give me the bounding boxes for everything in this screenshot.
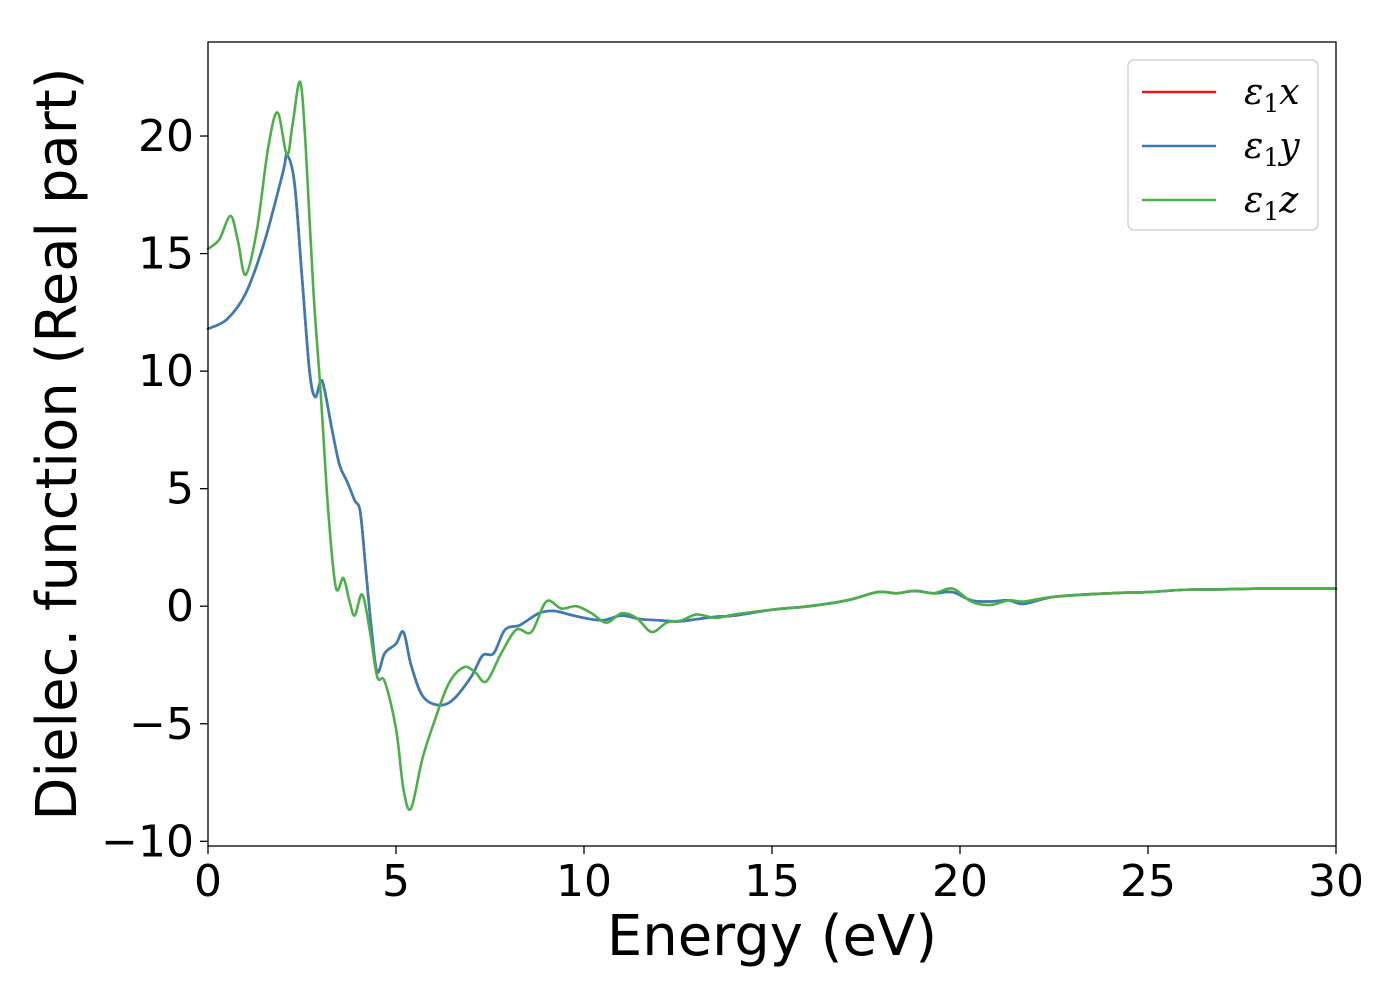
x-tick-label: 20	[932, 856, 988, 907]
series-line-z	[206, 80, 1338, 811]
y-tick-label: −5	[129, 699, 194, 750]
y-tick-label: 0	[166, 581, 194, 632]
x-tick-label: 0	[194, 856, 222, 907]
legend-label-x: ε1x	[1244, 72, 1300, 118]
x-tick-label: 10	[556, 856, 612, 907]
legend-label-y: ε1y	[1244, 126, 1300, 172]
x-tick-label: 25	[1120, 856, 1176, 907]
y-axis-title: Dielec. function (Real part)	[25, 67, 90, 820]
legend: ε1x ε1y ε1z	[1127, 59, 1319, 231]
legend-frame	[1127, 59, 1319, 231]
x-tick-label: 5	[382, 856, 410, 907]
y-tick-label: 10	[138, 346, 194, 397]
x-tick-label: 15	[744, 856, 800, 907]
x-tick-label: 30	[1308, 856, 1364, 907]
legend-label-z: ε1z	[1244, 180, 1299, 226]
series-layer	[206, 80, 1338, 811]
x-axis-title: Energy (eV)	[607, 904, 937, 969]
y-tick-label: 20	[138, 111, 194, 162]
x-axis-ticks: 0 5 10 15 20 25 30	[194, 846, 1364, 907]
y-tick-label: 15	[138, 229, 194, 280]
y-tick-label: −10	[101, 816, 194, 867]
y-axis-ticks: −10 −5 0 5 10 15 20	[101, 111, 208, 867]
y-tick-label: 5	[166, 464, 194, 515]
